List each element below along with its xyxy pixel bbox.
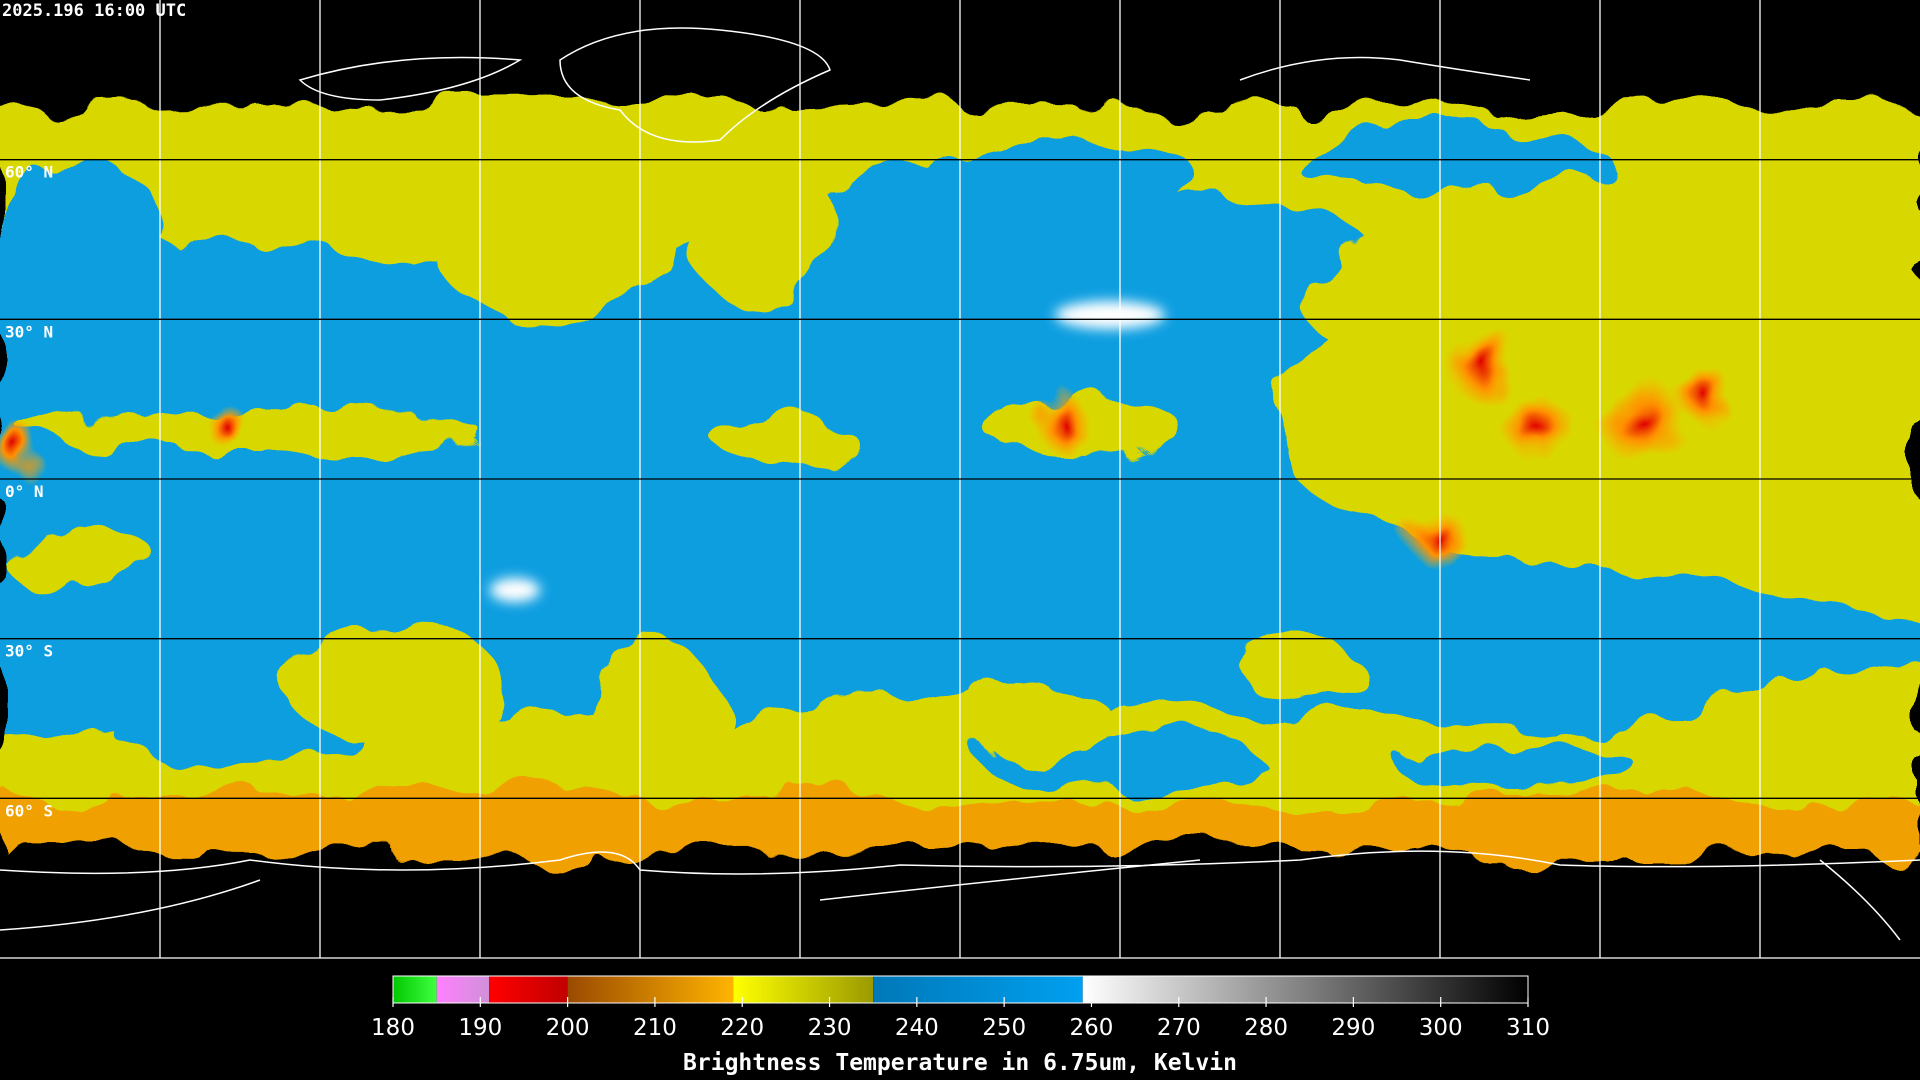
colorbar-tick-label: 200 — [546, 1015, 590, 1041]
colorbar-tick-label: 270 — [1157, 1015, 1201, 1041]
colorbar-segment — [567, 976, 734, 1003]
latitude-label: 60° S — [5, 801, 53, 820]
colorbar-tick-label: 180 — [371, 1015, 415, 1041]
latitude-label: 0° N — [5, 482, 44, 501]
colorbar-tick-label: 240 — [895, 1015, 939, 1041]
colorbar-tick-label: 260 — [1070, 1015, 1114, 1041]
colorbar-tick-label: 310 — [1506, 1015, 1550, 1041]
graticule: 60° N 30° N 0° N 30° S 60° S — [0, 0, 1920, 959]
colorbar-tick-label: 230 — [808, 1015, 852, 1041]
timestamp: 2025.196 16:00 UTC — [2, 1, 186, 21]
colorbar-tick-label: 300 — [1419, 1015, 1463, 1041]
colorbar-segment — [733, 976, 874, 1003]
colorbar: 180 190 200 210 220 230 240 250 260 270 280 290 300 3… — [371, 975, 1550, 1041]
colorbar-tick-label: 290 — [1331, 1015, 1375, 1041]
colorbar-segment — [393, 976, 437, 1003]
warm-patches — [490, 301, 1165, 602]
latitude-label: 60° N — [5, 163, 53, 182]
latitude-label: 30° N — [5, 322, 53, 341]
latitude-label: 30° S — [5, 642, 53, 661]
colorbar-segment — [436, 976, 490, 1003]
coastlines — [0, 27, 1920, 941]
convection — [0, 320, 1730, 570]
colorbar-segment — [873, 976, 1083, 1003]
colorbar-tick-label: 280 — [1244, 1015, 1288, 1041]
colorbar-label: Brightness Temperature in 6.75um, Kelvin — [683, 1050, 1237, 1076]
colorbar-tick-label: 220 — [720, 1015, 764, 1041]
colorbar-segment — [489, 976, 568, 1003]
colorbar-tick-label: 210 — [633, 1015, 677, 1041]
colorbar-segment — [1082, 976, 1528, 1003]
colorbar-tick-label: 250 — [982, 1015, 1026, 1041]
colorbar-tick-label: 190 — [458, 1015, 502, 1041]
colorbar-frame — [392, 975, 1529, 1004]
